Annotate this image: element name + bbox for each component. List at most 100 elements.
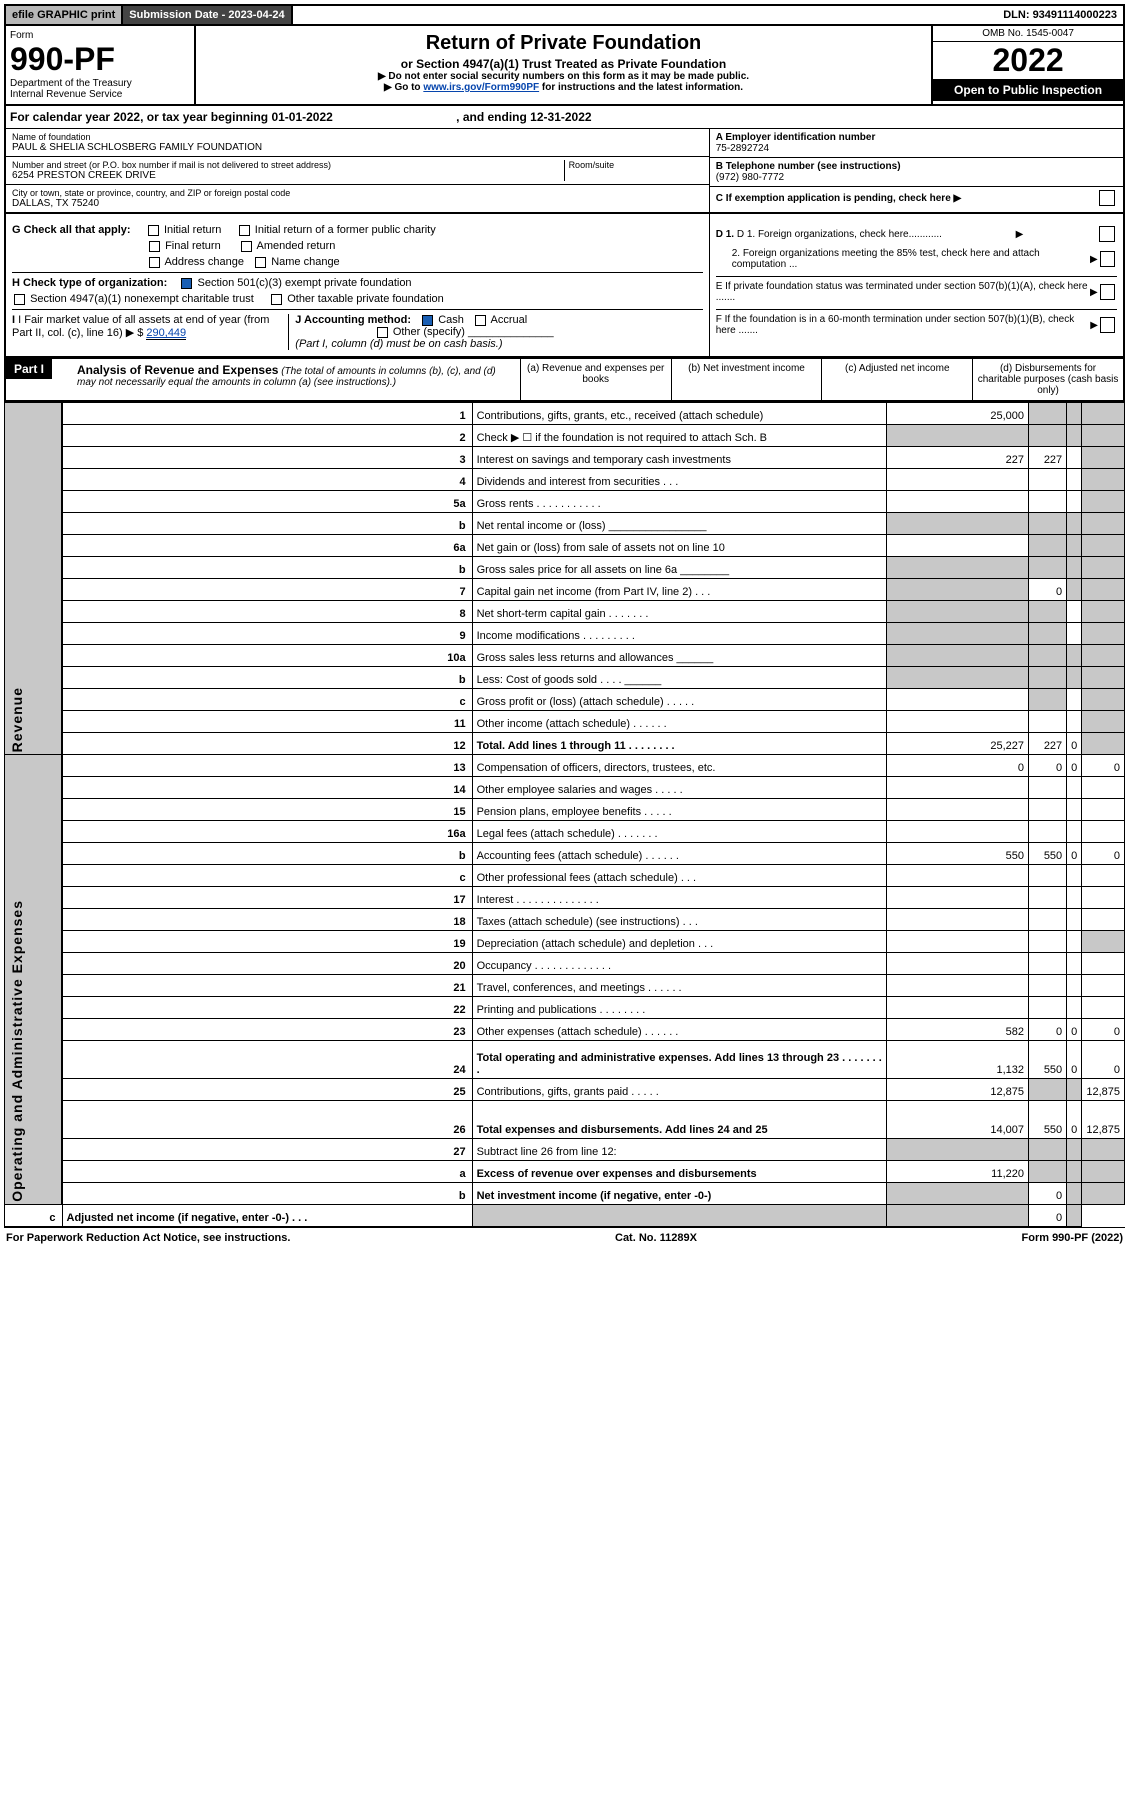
d2-label: 2. Foreign organizations meeting the 85%… (716, 248, 1090, 270)
table-row: 14Other employee salaries and wages . . … (5, 777, 1125, 799)
col-c-value: 0 (1067, 1019, 1082, 1041)
table-row: 16aLegal fees (attach schedule) . . . . … (5, 821, 1125, 843)
d2-checkbox[interactable] (1100, 251, 1115, 267)
row-number: 21 (62, 975, 472, 997)
table-row: 11Other income (attach schedule) . . . .… (5, 711, 1125, 733)
row-desc: Adjusted net income (if negative, enter … (62, 1205, 472, 1227)
city-label: City or town, state or province, country… (12, 188, 703, 198)
e-label: E If private foundation status was termi… (716, 281, 1090, 303)
initial-return-checkbox[interactable] (148, 225, 159, 236)
revenue-side-label: Revenue (9, 687, 25, 752)
table-row: 2Check ▶ ☐ if the foundation is not requ… (5, 425, 1125, 447)
col-b-value (1028, 1139, 1066, 1161)
col-d-value (1082, 557, 1125, 579)
col-a-value (886, 645, 1028, 667)
col-d-value (1082, 931, 1125, 953)
row-desc: Taxes (attach schedule) (see instruction… (472, 909, 886, 931)
pending-label: C If exemption application is pending, c… (716, 193, 1097, 204)
row-desc: Net investment income (if negative, ente… (472, 1183, 886, 1205)
col-a-value (886, 491, 1028, 513)
col-c-value (1067, 645, 1082, 667)
col-b-value (1028, 667, 1066, 689)
col-b-value (1028, 535, 1066, 557)
checks-block: G Check all that apply: Initial return I… (4, 214, 1125, 358)
col-b-header: (b) Net investment income (671, 359, 822, 400)
other-taxable-checkbox[interactable] (271, 294, 282, 305)
page-footer: For Paperwork Reduction Act Notice, see … (4, 1227, 1125, 1248)
col-a-value: 227 (886, 447, 1028, 469)
accrual-checkbox[interactable] (475, 315, 486, 326)
col-c-value (1067, 1139, 1082, 1161)
col-d-value (1082, 953, 1125, 975)
row-number: 23 (62, 1019, 472, 1041)
col-a-value (886, 953, 1028, 975)
name-change-checkbox[interactable] (255, 257, 266, 268)
col-c-value (1067, 909, 1082, 931)
tax-year: 2022 (933, 42, 1123, 79)
cash-checkbox[interactable] (422, 315, 433, 326)
col-d-value (1082, 425, 1125, 447)
address-change-checkbox[interactable] (149, 257, 160, 268)
row-number: 8 (62, 601, 472, 623)
row-desc: Dividends and interest from securities .… (472, 469, 886, 491)
pending-checkbox[interactable] (1099, 190, 1115, 206)
col-d-value (1082, 469, 1125, 491)
instructions-link[interactable]: www.irs.gov/Form990PF (423, 82, 539, 93)
col-a-value (472, 1205, 886, 1227)
col-b-value (1028, 1161, 1066, 1183)
4947a1-checkbox[interactable] (14, 294, 25, 305)
col-b-value: 550 (1028, 1041, 1066, 1079)
footer-left: For Paperwork Reduction Act Notice, see … (6, 1232, 290, 1244)
table-row: 26Total expenses and disbursements. Add … (5, 1101, 1125, 1139)
col-a-value (886, 557, 1028, 579)
other-method-checkbox[interactable] (377, 327, 388, 338)
col-b-value (1028, 491, 1066, 513)
col-d-value (1082, 403, 1125, 425)
table-row: aExcess of revenue over expenses and dis… (5, 1161, 1125, 1183)
row-number: 19 (62, 931, 472, 953)
foundation-name: PAUL & SHELIA SCHLOSBERG FAMILY FOUNDATI… (12, 142, 703, 153)
initial-former-checkbox[interactable] (239, 225, 250, 236)
table-row: bAccounting fees (attach schedule) . . .… (5, 843, 1125, 865)
row-number: 2 (62, 425, 472, 447)
col-b-value: 0 (1028, 755, 1066, 777)
row-number: 22 (62, 997, 472, 1019)
col-c-value (1067, 469, 1082, 491)
g-row: G Check all that apply: Initial return I… (12, 224, 703, 236)
row-number: 26 (62, 1101, 472, 1139)
name-label: Name of foundation (12, 132, 703, 142)
f-checkbox[interactable] (1100, 317, 1115, 333)
e-checkbox[interactable] (1100, 284, 1115, 300)
row-number: 27 (62, 1139, 472, 1161)
col-a-value (886, 821, 1028, 843)
col-b-value: 227 (1028, 447, 1066, 469)
row-number: 6a (62, 535, 472, 557)
col-a-value (886, 931, 1028, 953)
expenses-side-label: Operating and Administrative Expenses (9, 900, 25, 1202)
fmv-value[interactable]: 290,449 (146, 327, 186, 340)
col-d-value (1082, 777, 1125, 799)
row-number: b (62, 667, 472, 689)
row-number: 5a (62, 491, 472, 513)
row-desc: Depreciation (attach schedule) and deple… (472, 931, 886, 953)
row-desc: Accounting fees (attach schedule) . . . … (472, 843, 886, 865)
col-d-value (1082, 623, 1125, 645)
col-d-value (1067, 1205, 1082, 1227)
amended-return-checkbox[interactable] (241, 241, 252, 252)
col-d-value (1082, 667, 1125, 689)
row-number: 3 (62, 447, 472, 469)
col-b-value (1028, 777, 1066, 799)
row-desc: Pension plans, employee benefits . . . .… (472, 799, 886, 821)
501c3-checkbox[interactable] (181, 278, 192, 289)
row-desc: Total operating and administrative expen… (472, 1041, 886, 1079)
col-b-value: 227 (1028, 733, 1066, 755)
header-left: Form 990-PF Department of the Treasury I… (6, 26, 196, 104)
final-return-checkbox[interactable] (149, 241, 160, 252)
row-desc: Gross sales less returns and allowances … (472, 645, 886, 667)
row-number: 15 (62, 799, 472, 821)
d1-checkbox[interactable] (1099, 226, 1115, 242)
table-row: 23Other expenses (attach schedule) . . .… (5, 1019, 1125, 1041)
col-a-value (886, 777, 1028, 799)
col-c-value (1067, 821, 1082, 843)
addr-label: Number and street (or P.O. box number if… (12, 160, 560, 170)
